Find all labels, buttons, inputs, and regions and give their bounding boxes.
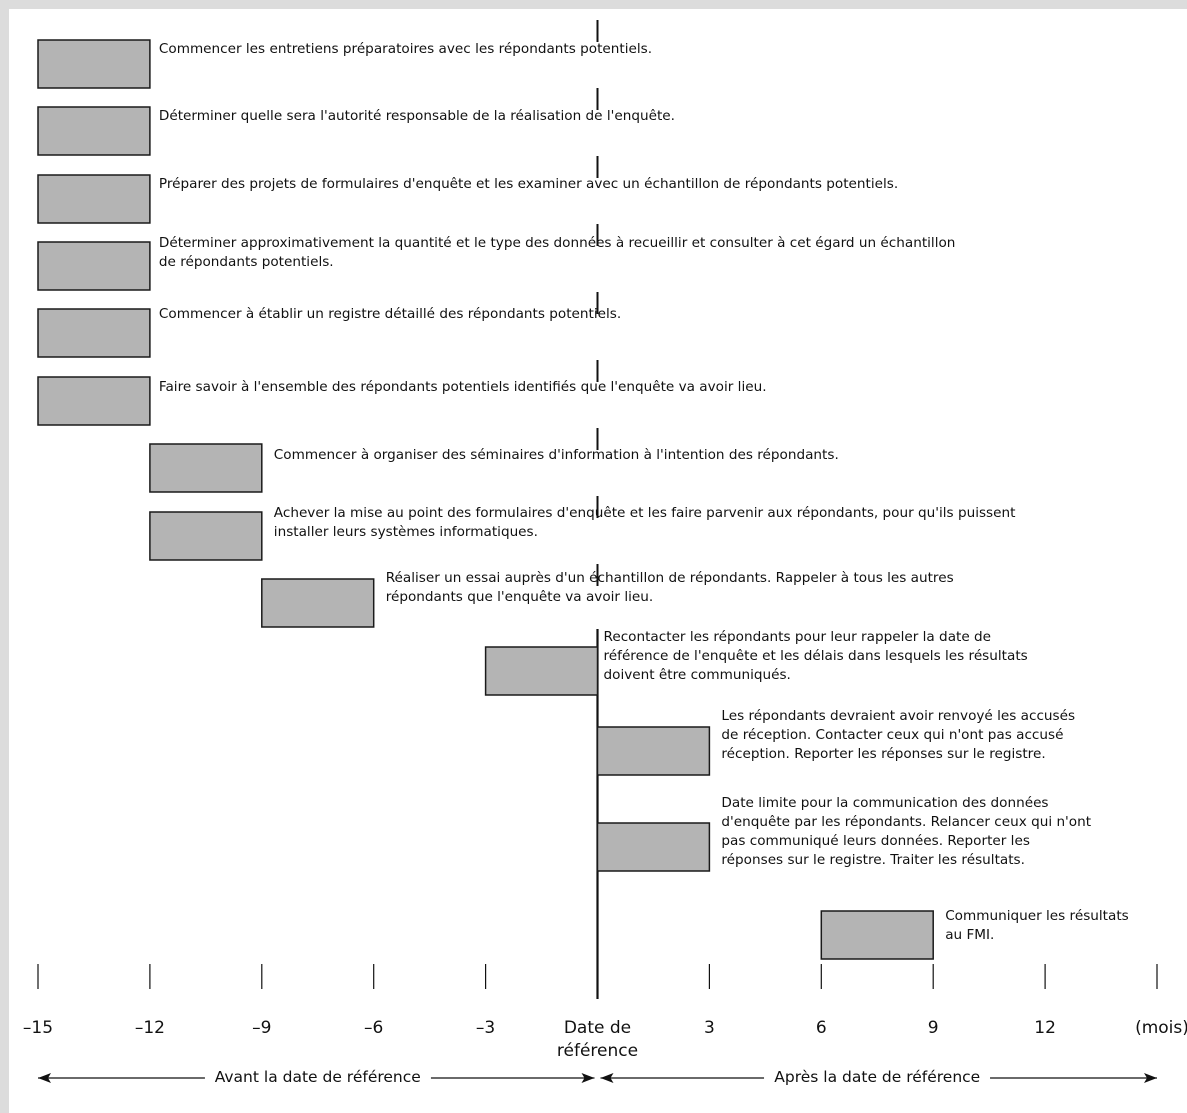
task-bar [596, 726, 711, 776]
x-tick-label: –12 [134, 1018, 165, 1038]
arrowhead-right [1144, 1073, 1157, 1083]
task-label: Déterminer quelle sera l'autorité respon… [158, 108, 675, 124]
x-tick-label: –15 [22, 1018, 54, 1038]
task-label: Réaliser un essai auprès d'un échantillo… [385, 570, 954, 605]
task-label: Commencer les entretiens préparatoires a… [158, 41, 653, 57]
x-tick-label: –6 [364, 1018, 384, 1038]
task-label: Les répondants devraient avoir renvoyé l… [721, 708, 1076, 762]
task-label: Date limite pour la communication des do… [721, 795, 1092, 868]
task-bar [261, 578, 375, 628]
x-tick-label: 12 [1034, 1018, 1056, 1038]
arrowhead-left [38, 1073, 51, 1083]
task-label: Faire savoir à l'ensemble des répondants… [158, 379, 767, 395]
task-bar [37, 106, 151, 156]
timeline-chart [37, 20, 1158, 1083]
timeline-figure: Commencer les entretiens préparatoires a… [9, 9, 1187, 1113]
task-bar [149, 443, 263, 493]
task-label: Commencer à établir un registre détaillé… [158, 306, 622, 322]
x-axis [37, 964, 1158, 989]
x-tick-label-reference: Date de référence [556, 1018, 639, 1061]
task-bar [37, 241, 151, 291]
x-unit-label: (mois) [1135, 1018, 1187, 1038]
arrowhead-left [600, 1073, 614, 1083]
period-label-before: Avant la date de référence [204, 1067, 431, 1087]
task-label: Recontacter les répondants pour leur rap… [603, 629, 1028, 683]
x-tick-label: –9 [252, 1018, 272, 1038]
task-bar [820, 910, 934, 960]
task-label: Achever la mise au point des formulaires… [273, 505, 1016, 540]
x-tick-label: 6 [815, 1018, 827, 1038]
task-bar [149, 511, 263, 561]
period-label-after: Après la date de référence [764, 1067, 991, 1087]
task-bar [596, 822, 711, 872]
task-label: Communiquer les résultats au FMI. [945, 908, 1129, 943]
x-tick-label: 9 [927, 1018, 939, 1038]
task-bar [37, 376, 151, 426]
task-bar [37, 308, 151, 358]
task-label: Déterminer approximativement la quantité… [158, 235, 956, 270]
task-bar [37, 39, 151, 89]
task-label: Commencer à organiser des séminaires d'i… [273, 447, 839, 463]
task-bar [484, 646, 599, 696]
x-tick-label: 3 [703, 1018, 715, 1038]
task-bar [37, 174, 151, 224]
x-tick-label: –3 [475, 1018, 496, 1038]
arrowhead-right [581, 1073, 595, 1083]
task-bars [37, 39, 934, 960]
task-label: Préparer des projets de formulaires d'en… [158, 176, 899, 192]
